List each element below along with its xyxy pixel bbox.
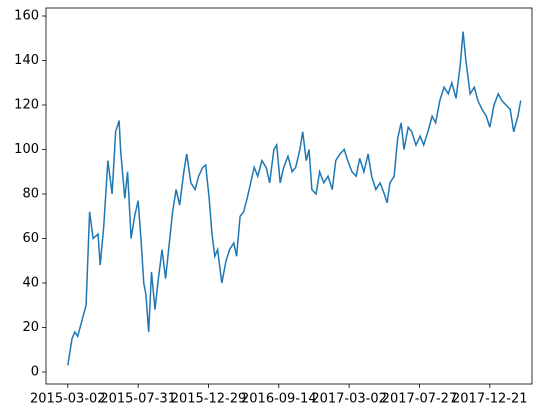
- plot-frame: [45, 7, 533, 385]
- y-tick-label: 100: [14, 142, 39, 157]
- x-tick-label: 2017-03-02: [311, 392, 387, 407]
- x-tick-label: 2015-03-02: [30, 392, 106, 407]
- y-tick-label: 40: [22, 275, 39, 290]
- x-tick-label: 2016-09-14: [241, 392, 317, 407]
- data-line: [67, 31, 522, 366]
- y-tick-label: 160: [14, 9, 39, 24]
- y-tick-label: 120: [14, 98, 39, 113]
- x-tick-label: 2017-07-27: [382, 392, 458, 407]
- y-tick-label: 140: [14, 53, 39, 68]
- y-tick-label: 20: [22, 320, 39, 335]
- x-tick-label: 2017-12-21: [452, 392, 528, 407]
- y-tick-label: 80: [22, 186, 39, 201]
- y-tick-label: 0: [31, 364, 39, 379]
- x-tick-label: 2015-07-31: [100, 392, 176, 407]
- x-tick-label: 2015-12-29: [171, 392, 247, 407]
- y-tick-label: 60: [22, 231, 39, 246]
